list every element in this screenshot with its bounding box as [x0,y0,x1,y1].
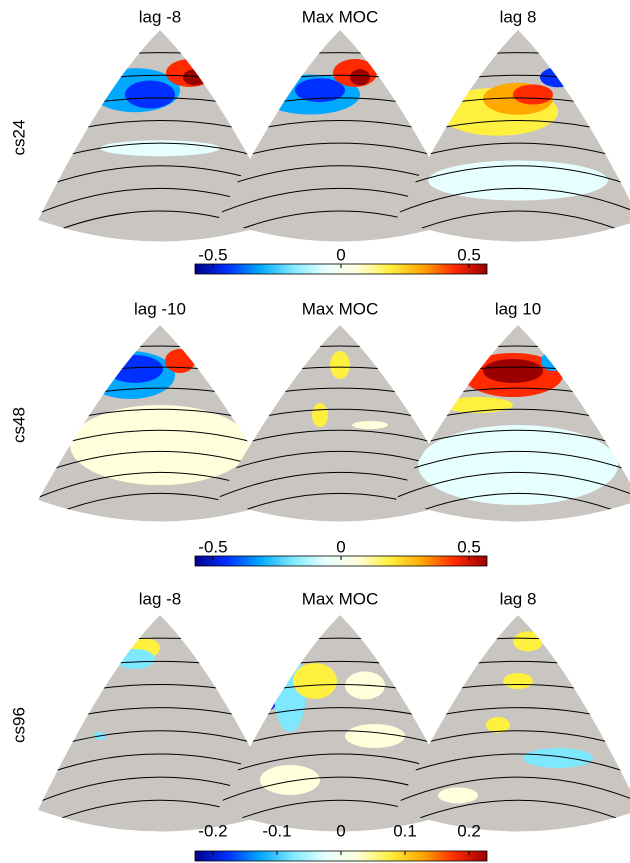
panel-title: lag -8 [139,589,182,608]
map-field [486,717,510,733]
map-field [260,765,320,795]
map-field [125,80,175,109]
map-field [418,425,618,505]
map-background [396,615,630,832]
colorbar-tick-label: 0 [336,821,345,840]
map-field [443,397,513,413]
map-field [540,67,576,88]
panel-title: Max MOC [302,589,379,608]
map-field [483,359,543,383]
panel-title: lag 10 [495,299,541,318]
map-field [352,421,388,429]
map-field [70,405,250,485]
row-label: cs96 [9,707,28,743]
latitude-line [396,471,630,506]
colorbar-tick-label: 0.5 [457,537,481,556]
map-field [183,69,207,86]
row-label: cs48 [9,407,28,443]
panel-title: Max MOC [302,299,379,318]
colorbar-tick-label: 0.2 [457,821,481,840]
colorbar-tick-label: 0.5 [457,245,481,264]
colorbar-tick-label: 0 [336,245,345,264]
latitude-line [396,187,630,222]
map-field [345,724,405,748]
map-panel [396,615,630,832]
latitude-line [396,776,630,811]
panel-title: Max MOC [302,7,379,26]
colorbar-tick-label: -0.5 [198,245,227,264]
colorbar-tick-label: -0.1 [262,821,291,840]
map-field [350,69,370,86]
map-field [295,78,345,103]
panel-title: lag -10 [134,299,186,318]
map-field [523,748,593,768]
colorbar-tick-label: 0.1 [393,821,417,840]
map-background [218,325,462,522]
map-field [513,84,553,105]
map-field [100,140,220,157]
map-field [503,673,533,689]
panel-title: lag 8 [500,7,537,26]
panel-title: lag 8 [500,589,537,608]
map-field [312,403,328,427]
colorbar-tick-label: -0.2 [198,821,227,840]
map-panel [396,30,630,242]
map-field [330,351,350,379]
colorbar-tick-label: -0.5 [198,537,227,556]
map-field [165,349,195,373]
map-field [115,649,155,669]
colorbar-tick-label: 0 [336,537,345,556]
map-field [438,787,478,804]
map-background [38,30,282,242]
map-field [428,160,608,201]
map-background [396,30,630,242]
map-background [38,615,282,832]
row-label: cs24 [9,120,28,156]
map-background [218,30,462,242]
panel-title: lag -8 [139,7,182,26]
map-field [107,355,163,383]
map-field [293,663,337,699]
map-field [513,631,543,652]
